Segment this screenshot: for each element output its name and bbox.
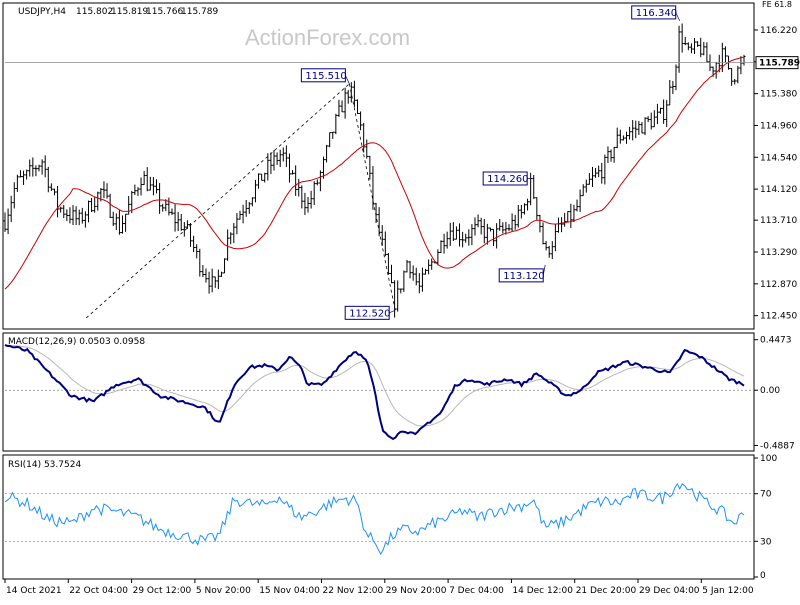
- callout-label: 115.510: [305, 71, 346, 82]
- callout-label: 112.520: [349, 308, 390, 319]
- fib-projection-line-2: [348, 83, 396, 311]
- rsi-panel-frame: [2, 454, 755, 580]
- rsi-line: [4, 482, 745, 556]
- callout-box: [498, 268, 544, 283]
- price-y-tick-label: 112.870: [760, 280, 797, 290]
- callout-label: 114.260: [487, 174, 528, 185]
- macd-main-line: [4, 343, 745, 441]
- current-price-label: 115.789: [759, 59, 800, 69]
- rsi-y-tick-label: 70: [760, 490, 772, 500]
- price-y-tick-label: 115.380: [760, 90, 797, 100]
- callout-label: 116.340: [636, 8, 677, 19]
- moving-average-line: [4, 56, 745, 290]
- callout-leader: [389, 310, 396, 314]
- callout-box: [631, 5, 677, 20]
- watermark: ActionForex.com: [245, 25, 410, 50]
- price-info-low: 115.766: [146, 7, 183, 17]
- macd-y-tick-label: 0.4473: [760, 336, 792, 346]
- price-callout: 113.120: [498, 264, 546, 283]
- x-axis-tick-label: 5 Jan 12:00: [702, 586, 754, 596]
- x-axis-tick-label: 29 Nov 20:00: [386, 586, 447, 596]
- price-panel-frame: [2, 2, 755, 330]
- price-corner-text: FE 61.8: [762, 0, 792, 9]
- x-axis-tick-label: 29 Oct 12:00: [133, 586, 192, 596]
- callout-leader: [675, 12, 681, 22]
- x-axis-tick-label: 29 Dec 04:00: [639, 586, 700, 596]
- callout-leader: [345, 75, 350, 84]
- price-y-tick-label: 114.120: [760, 185, 797, 195]
- price-info-symbol: USDJPY,H4: [18, 7, 66, 17]
- price-info-high: 115.819: [111, 7, 148, 17]
- rsi-layer: [4, 482, 754, 556]
- current-price-box: [755, 56, 799, 70]
- macd-y-tick-label: 0.00: [760, 386, 780, 396]
- x-axis-tick-label: 22 Nov 12:00: [323, 586, 384, 596]
- rsi-y-tick-label: 30: [760, 537, 772, 547]
- rsi-label: RSI(14) 53.7524: [8, 460, 81, 470]
- macd-y-tick-label: -0.4887: [760, 441, 795, 451]
- price-y-tick-label: 116.220: [760, 26, 797, 36]
- price-y-tick-label: 112.450: [760, 312, 797, 322]
- price-y-tick-label: 114.540: [760, 153, 797, 163]
- x-axis-tick-label: 15 Nov 04:00: [259, 586, 320, 596]
- price-callout: 116.340: [631, 5, 681, 22]
- price-info-open: 115.802: [76, 7, 113, 17]
- x-axis-tick-label: 14 Oct 2021: [6, 586, 62, 596]
- price-callout: 114.260: [482, 171, 532, 186]
- callout-box: [344, 305, 390, 320]
- macd-label: MACD(12,26,9) 0.0503 0.0958: [8, 337, 145, 347]
- rsi-y-tick-label: 100: [760, 454, 777, 464]
- x-axis-tick-label: 14 Dec 12:00: [512, 586, 573, 596]
- x-axis-tick-label: 7 Dec 04:00: [449, 586, 504, 596]
- callout-box: [482, 171, 528, 186]
- macd-signal-line: [4, 344, 745, 427]
- axis-layer: 116.220115.800115.380114.960114.540114.1…: [4, 26, 800, 596]
- macd-panel-frame: [2, 332, 755, 452]
- price-y-tick-label: 113.710: [760, 216, 797, 226]
- x-axis-tick-label: 21 Dec 20:00: [576, 586, 637, 596]
- x-axis-tick-label: 5 Nov 20:00: [196, 586, 251, 596]
- price-info-close: 115.789: [181, 7, 218, 17]
- callout-label: 113.120: [503, 271, 544, 282]
- price-callout: 112.520: [344, 305, 396, 320]
- macd-layer: [4, 343, 754, 441]
- rsi-y-tick-label: 0: [760, 571, 766, 581]
- price-y-tick-label: 113.290: [760, 248, 797, 258]
- price-callout: 115.510: [300, 68, 350, 84]
- callout-box: [300, 68, 346, 83]
- fib-projection-line: [86, 83, 350, 319]
- price-y-tick-label: 114.960: [760, 121, 797, 131]
- price-layer: 116.340 115.510 114.260 113.120 112.520: [3, 5, 754, 320]
- x-axis-tick-label: 22 Oct 04:00: [69, 586, 128, 596]
